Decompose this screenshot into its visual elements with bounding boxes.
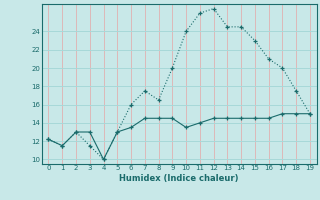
X-axis label: Humidex (Indice chaleur): Humidex (Indice chaleur) (119, 174, 239, 183)
